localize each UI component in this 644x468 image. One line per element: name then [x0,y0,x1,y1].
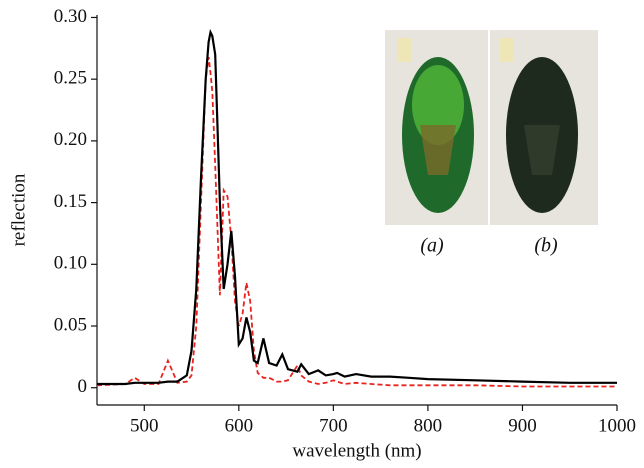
annotation: (a) [420,235,444,257]
y-tick-label: 0 [78,376,88,397]
y-tick-label: 0.15 [54,191,87,212]
x-tick-label: 900 [508,415,537,436]
y-tick-label: 0.05 [54,314,87,335]
y-tick-label: 0.30 [54,6,87,27]
y-axis-label: reflection [8,173,29,246]
x-tick-label: 500 [130,415,159,436]
x-tick-label: 700 [319,415,348,436]
x-tick-label: 1000 [598,415,636,436]
x-axis-label: wavelength (nm) [292,440,421,461]
x-tick-label: 600 [225,415,254,436]
y-tick-label: 0.10 [54,253,87,274]
data-line [96,56,617,388]
inset-photo [385,30,598,225]
y-tick-label: 0.20 [54,129,87,150]
x-tick-label: 800 [414,415,443,436]
y-tick-label: 0.25 [54,68,87,89]
annotation: (b) [534,235,558,257]
data-line [97,28,617,386]
